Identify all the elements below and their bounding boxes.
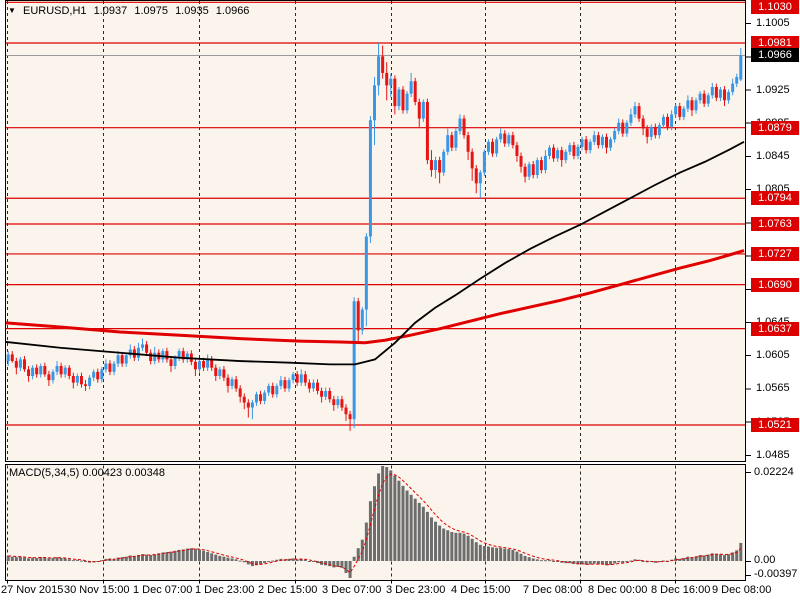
macd-signal-value: 0.00348 (125, 467, 165, 479)
price-level-badge: 1.0763 (751, 217, 799, 232)
price-tick-label: 1.0605 (756, 349, 790, 362)
macd-label: MACD(5,34,5) (9, 467, 80, 479)
price-tick-label: 1.1005 (756, 17, 790, 30)
macd-indicator-header: MACD(5,34,5) 0.00423 0.00348 (9, 467, 165, 479)
macd-scale-max-label: 0.02224 (754, 466, 794, 478)
time-axis-label: 8 Dec 16:00 (651, 584, 711, 596)
price-level-badge: 1.0879 (751, 120, 799, 135)
red-moving-average-line (5, 249, 745, 345)
symbol-dropdown-icon[interactable]: ▼ (8, 6, 16, 15)
time-axis-label: 3 Dec 23:00 (386, 584, 446, 596)
time-axis-label: 2 Dec 15:00 (258, 584, 318, 596)
time-axis-label: 7 Dec 08:00 (523, 584, 583, 596)
black-moving-average-line (5, 141, 745, 366)
price-level-badge: 1.0794 (751, 191, 799, 206)
time-axis-label: 8 Dec 00:00 (588, 584, 648, 596)
main-pane-border (5, 0, 746, 462)
price-tick-label: 1.0565 (756, 382, 790, 395)
price-level-badge: 1.0727 (751, 246, 799, 261)
price-tick-label: 1.0485 (756, 448, 790, 461)
candlestick-series (6, 43, 743, 431)
macd-main-value: 0.00423 (82, 467, 123, 479)
price-level-badge: 1.0690 (751, 277, 799, 292)
macd-signal-line (8, 473, 742, 574)
time-axis-label: 9 Dec 08:00 (712, 584, 772, 596)
time-axis-label: 4 Dec 15:00 (451, 584, 511, 596)
price-level-badge: 1.0521 (751, 417, 799, 432)
time-axis-label: 27 Nov 2015 (1, 584, 64, 596)
macd-pane-border (5, 464, 746, 581)
chart-ohlc-header: ▼ EURUSD,H1 1.0937 1.0975 1.0935 1.0966 (8, 5, 253, 17)
time-axis-label: 3 Dec 07:00 (322, 584, 382, 596)
price-level-badge: 1.0981 (751, 36, 799, 50)
macd-scale-zero-label: 0.00 (754, 554, 776, 566)
open-value: 1.0937 (93, 5, 128, 17)
close-value: 1.0966 (215, 5, 250, 17)
symbol-period-label: EURUSD,H1 (22, 5, 87, 17)
price-tick-label: 1.0845 (756, 149, 790, 162)
high-value: 1.0975 (134, 5, 168, 17)
price-level-badge: 1.0637 (751, 321, 799, 336)
macd-histogram (6, 465, 743, 578)
time-axis-label: 30 Nov 15:00 (64, 584, 130, 596)
time-axis-label: 1 Dec 23:00 (195, 584, 255, 596)
low-value: 1.0935 (175, 5, 209, 17)
price-tick-label: 1.0925 (756, 83, 790, 96)
time-axis-label: 1 Dec 07:00 (133, 584, 193, 596)
current-price-badge: 1.0966 (751, 48, 799, 63)
main-pane-background (6, 1, 746, 462)
macd-scale-min-label: -0.00397 (754, 568, 798, 580)
price-level-badge: 1.1030 (751, 0, 799, 14)
